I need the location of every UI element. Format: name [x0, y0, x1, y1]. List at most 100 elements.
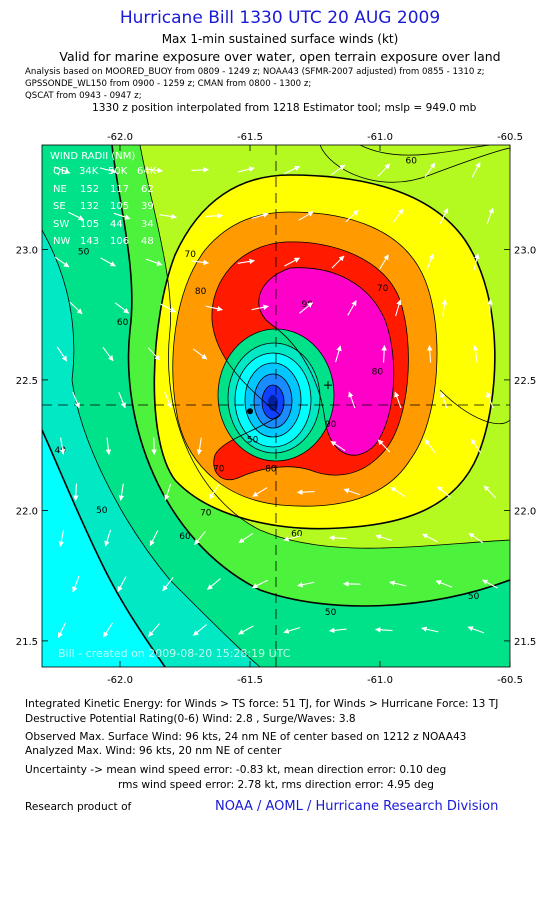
radii-row-quadrant: NE [53, 184, 67, 195]
chart-subtitle: Max 1-min sustained surface winds (kt) [161, 32, 399, 46]
contour-label: 90 [325, 420, 337, 430]
radii-row-64k: 62 [141, 184, 154, 195]
wind-vector-arrow [440, 391, 448, 409]
wind-radii-heading: WIND RADII (NM) [50, 151, 135, 162]
wind-vector-arrow [105, 437, 112, 455]
wind-vector-arrow [208, 484, 220, 500]
wind-vector-arrow [164, 391, 172, 409]
wind-vector-arrow [251, 304, 269, 311]
contour-label: 70 [200, 509, 212, 519]
wind-vector-arrow [192, 348, 208, 360]
radii-row-64k: 48 [141, 236, 154, 247]
radii-row-64k: 39 [141, 201, 154, 212]
wind-vector-arrow [473, 253, 480, 271]
wind-vector-arrow [117, 576, 127, 592]
wind-vector-arrow [283, 535, 301, 542]
contour-label: 80 [195, 287, 207, 297]
band-below-35 [42, 430, 165, 667]
wind-vector-arrow [252, 487, 268, 497]
wind-vector-arrow [251, 212, 269, 219]
wind-vector-arrow [483, 485, 497, 499]
contour-label: 50 [247, 436, 259, 446]
y-tick-label: 22.0 [514, 506, 536, 517]
radii-row-34k: 143 [80, 236, 99, 247]
wind-vector-arrow [437, 486, 451, 498]
radii-row-34k: 105 [80, 219, 99, 230]
wind-color-fill: 50 60 40 50 60 70 60 50 50 60 70 80 70 90 80 90 80 70 50 [42, 145, 510, 667]
wind-vector-arrow [149, 530, 159, 547]
wind-vector-arrow [348, 391, 356, 409]
wind-vector-arrow [104, 529, 112, 547]
y-tick-label: 21.5 [514, 637, 536, 648]
wind-vector-arrow [102, 622, 114, 638]
wind-vector-arrow [148, 623, 160, 637]
contour-label: 60 [179, 532, 191, 542]
wind-vector-arrow [330, 164, 346, 176]
wind-vector-arrow [205, 305, 223, 312]
wind-vector-arrow [395, 299, 402, 317]
wind-vector-arrow [335, 345, 342, 363]
wind-vector-arrow [424, 438, 436, 454]
dpr-line: Destructive Potential Rating(0-6) Wind: … [25, 713, 356, 725]
wind-vector-arrow [145, 167, 163, 174]
storm-center-dot [247, 408, 253, 415]
contour-labels: 50 60 40 50 60 70 60 50 50 60 70 80 70 90 80 90 80 70 50 [54, 156, 479, 618]
hrd-link[interactable]: NOAA / AOML / Hurricane Research Divisio… [215, 799, 499, 814]
contour-label: 60 [117, 318, 129, 328]
wind-vector-arrow [57, 622, 67, 639]
wind-vector-arrow [482, 579, 498, 589]
max-wind-marker [247, 381, 332, 415]
wind-vector-arrow [435, 580, 453, 588]
wind-vector-arrow [191, 167, 210, 173]
contour-label: 40 [54, 446, 66, 456]
radii-row-quadrant: NW [53, 236, 70, 247]
y-tick-label: 23.0 [16, 245, 38, 256]
wind-vector-arrow [377, 439, 391, 453]
wind-vector-arrow [251, 579, 268, 589]
radii-col-50k: 50K [108, 166, 128, 177]
wind-vector-arrow [72, 575, 80, 593]
wind-vector-arrow [390, 486, 406, 498]
wind-vector-arrow [329, 627, 347, 634]
contour-label: 70 [213, 464, 225, 474]
axis-ticks: -62.0 -62.0 -61.5 -61.5 -61.0 -61.0 -60.5 -60.5… [16, 132, 537, 686]
y-tick-label: 22.5 [16, 376, 38, 387]
wind-vector-arrow [421, 626, 439, 633]
wind-vector-arrow [468, 532, 484, 544]
wind-vector-arrow [207, 578, 221, 590]
wind-vector-arrow [147, 347, 161, 361]
wind-vector-arrow [145, 258, 163, 266]
contour-label: 50 [468, 592, 480, 602]
radii-col-qd: QD [53, 166, 69, 177]
wind-vector-arrow [426, 253, 434, 271]
analysis-line-2: GPSSONDE_WL150 from 0900 - 1259 z; CMAN … [25, 79, 312, 89]
x-tick-label: -61.0 [367, 132, 393, 143]
wind-vector-arrow [238, 625, 254, 635]
analyzed-max-wind: Analyzed Max. Wind: 96 kts, 20 nm NE of … [25, 745, 282, 757]
wind-vector-arrow [471, 162, 481, 178]
radii-row-quadrant: SW [53, 219, 69, 230]
contour-label: 80 [265, 464, 277, 474]
x-tick-label: -62.0 [107, 132, 133, 143]
wind-vector-arrow [330, 440, 346, 452]
wind-vector-arrow [472, 345, 479, 363]
wind-vector-arrow [427, 344, 433, 363]
wind-vector-arrow [72, 391, 80, 409]
wind-vector-arrow [237, 258, 255, 265]
wind-vector-arrow [379, 254, 389, 270]
analysis-line-1: Analysis based on MOORED_BUOY from 0809 … [25, 67, 485, 77]
wind-field-chart: 50 60 40 50 60 70 60 50 50 60 70 80 70 90 80 90 80 70 50 -… [16, 132, 537, 686]
chart-title: Hurricane Bill 1330 UTC 20 AUG 2009 [119, 8, 441, 28]
wind-vector-arrow [159, 213, 177, 220]
wind-vector-arrow [487, 298, 493, 317]
valid-note: Valid for marine exposure over water, op… [59, 49, 501, 64]
wind-vector-arrow [486, 207, 494, 225]
plot-credit: Bill - created on 2009-08-20 15:28:19 UT… [58, 647, 291, 660]
analysis-line-3: QSCAT from 0943 - 0947 z; [25, 91, 142, 101]
wind-vector-arrow [162, 576, 174, 592]
wind-vector-arrow [205, 213, 224, 219]
contour-lines [42, 145, 510, 667]
wind-vector-arrow [470, 438, 482, 454]
contour-label: 90 [301, 300, 313, 310]
y-tick-label: 22.5 [514, 376, 536, 387]
